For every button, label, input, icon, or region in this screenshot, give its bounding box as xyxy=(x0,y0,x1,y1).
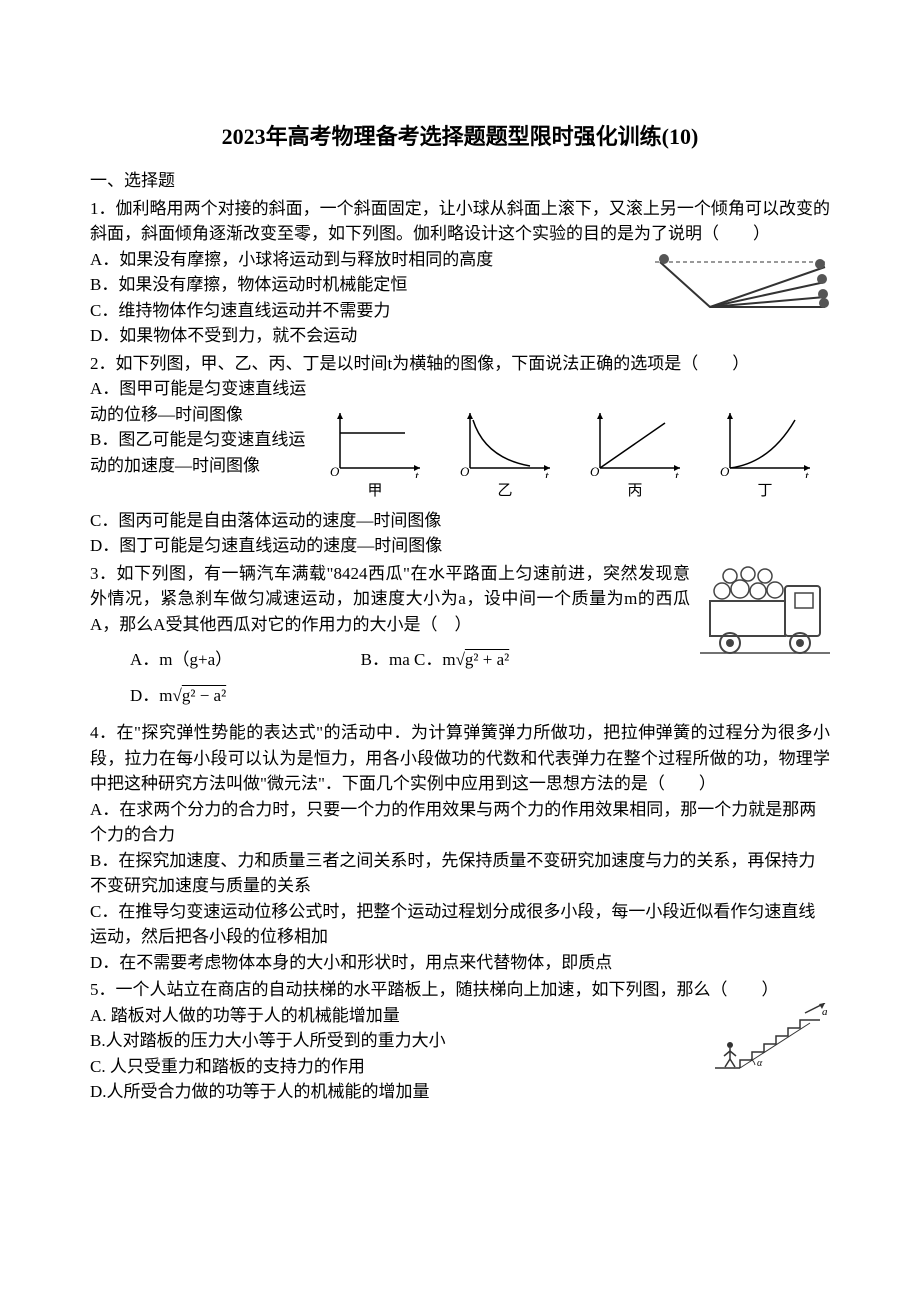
svg-text:O: O xyxy=(330,464,340,478)
question-5: 5．一个人站立在商店的自动扶梯的水平踏板上，随扶梯向上加速，如下列图，那么（ ）… xyxy=(90,977,830,1105)
graph-label-4: 丁 xyxy=(715,480,815,503)
q2-graph-3: O t 丙 xyxy=(585,408,685,503)
q1-figure xyxy=(650,252,830,312)
q3-option-d: D．m√g² − a² xyxy=(130,686,226,705)
svg-text:t: t xyxy=(545,468,549,478)
q2-graphs-row: O t 甲 O t 乙 O xyxy=(310,408,830,503)
svg-text:O: O xyxy=(590,464,600,478)
svg-text:α: α xyxy=(757,1058,763,1069)
truck-watermelon-icon xyxy=(700,561,830,661)
graph-yi-icon: O t xyxy=(455,408,555,478)
section-header: 一、选择题 xyxy=(90,168,830,194)
graph-label-2: 乙 xyxy=(455,480,555,503)
q2-graph-2: O t 乙 xyxy=(455,408,555,503)
graph-jia-icon: O t xyxy=(325,408,425,478)
q2-option-d: D．图丁可能是匀速直线运动的速度—时间图像 xyxy=(90,533,830,559)
q4-option-a: A．在求两个分力的合力时，只要一个力的作用效果与两个力的作用效果相同，那一个力就… xyxy=(90,797,830,848)
graph-label-3: 丙 xyxy=(585,480,685,503)
q4-option-d: D．在不需要考虑物体本身的大小和形状时，用点来代替物体，即质点 xyxy=(90,950,830,976)
q2-option-a: A．图甲可能是匀变速直线运动的位移—时间图像 xyxy=(90,376,310,427)
q3-figure xyxy=(700,561,830,661)
svg-text:t: t xyxy=(805,468,809,478)
q4-option-c: C．在推导匀变速运动位移公式时，把整个运动过程划分成很多小段，每一小段近似看作匀… xyxy=(90,899,830,950)
q3-option-c: C．m√g² + a² xyxy=(414,650,509,669)
question-1: 1．伽利略用两个对接的斜面，一个斜面固定，让小球从斜面上滚下，又滚上另一个倾角可… xyxy=(90,196,830,349)
page-title: 2023年高考物理备考选择题题型限时强化训练(10) xyxy=(90,120,830,153)
svg-text:t: t xyxy=(675,468,679,478)
q5-figure: a α xyxy=(710,1003,830,1073)
q1-text: 1．伽利略用两个对接的斜面，一个斜面固定，让小球从斜面上滚下，又滚上另一个倾角可… xyxy=(90,196,830,247)
q2-graph-1: O t 甲 xyxy=(325,408,425,503)
q3-option-b: B．ma xyxy=(361,650,410,669)
graph-bing-icon: O t xyxy=(585,408,685,478)
question-3: 3．如下列图，有一辆汽车满载"8424西瓜"在水平路面上匀速前进，突然发现意外情… xyxy=(90,561,830,719)
graph-ding-icon: O t xyxy=(715,408,815,478)
q3-option-a: A．m（g+a） xyxy=(130,650,232,669)
escalator-icon: a α xyxy=(710,1003,830,1073)
q4-option-b: B．在探究加速度、力和质量三者之间关系时，先保持质量不变研究加速度与力的关系，再… xyxy=(90,848,830,899)
q2-text: 2．如下列图，甲、乙、丙、丁是以时间t为横轴的图像，下面说法正确的选项是（ ） xyxy=(90,351,830,377)
svg-text:O: O xyxy=(720,464,730,478)
svg-text:O: O xyxy=(460,464,470,478)
question-4: 4．在"探究弹性势能的表达式"的活动中．为计算弹簧弹力所做功，把拉伸弹簧的过程分… xyxy=(90,720,830,975)
q5-text: 5．一个人站立在商店的自动扶梯的水平踏板上，随扶梯向上加速，如下列图，那么（ ） xyxy=(90,977,830,1003)
q1-option-d: D．如果物体不受到力，就不会运动 xyxy=(90,323,830,349)
q2-option-b: B．图乙可能是匀变速直线运动的加速度—时间图像 xyxy=(90,427,310,478)
q5-option-d: D.人所受合力做的功等于人的机械能的增加量 xyxy=(90,1079,830,1105)
ramp-diagram-icon xyxy=(650,252,830,312)
q2-option-c: C．图丙可能是自由落体运动的速度—时间图像 xyxy=(90,508,830,534)
question-2: 2．如下列图，甲、乙、丙、丁是以时间t为横轴的图像，下面说法正确的选项是（ ） … xyxy=(90,351,830,559)
graph-label-1: 甲 xyxy=(325,480,425,503)
svg-text:a: a xyxy=(822,1006,828,1018)
q3-options-row2: D．m√g² − a² xyxy=(90,683,830,709)
svg-text:t: t xyxy=(415,468,419,478)
q2-graph-4: O t 丁 xyxy=(715,408,815,503)
q4-text: 4．在"探究弹性势能的表达式"的活动中．为计算弹簧弹力所做功，把拉伸弹簧的过程分… xyxy=(90,720,830,797)
